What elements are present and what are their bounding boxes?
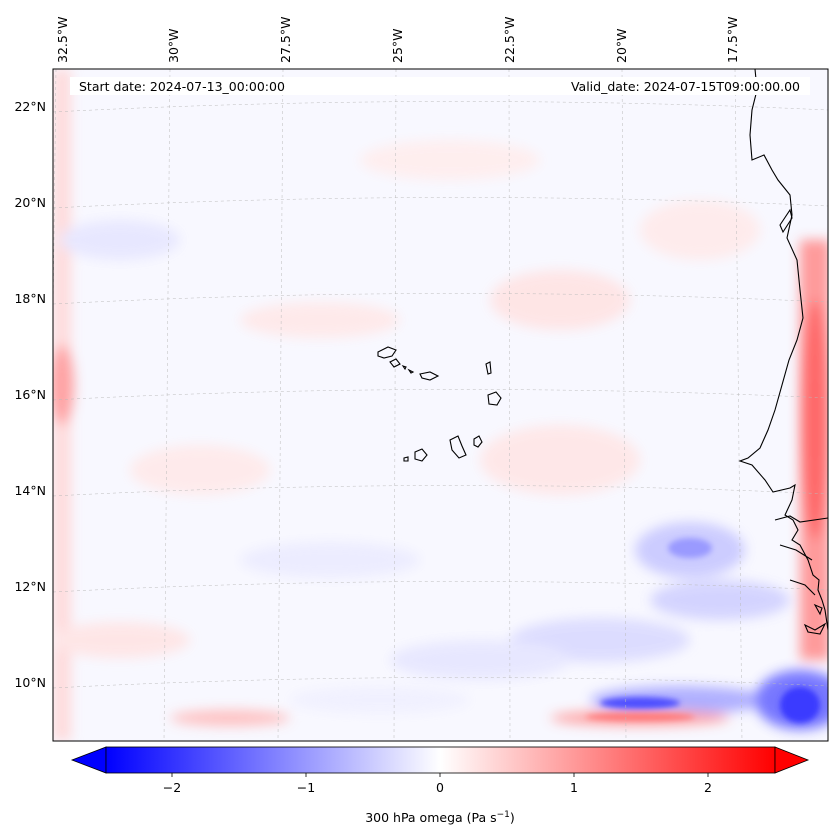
colorbar-tick-1: 1	[570, 780, 578, 795]
lat-tick-20n: 20°N	[14, 195, 46, 210]
lon-tick-labels: 32.5°W 30°W 27.5°W 25°W 22.5°W 20°W 17.5…	[55, 17, 740, 63]
date-banner	[70, 77, 810, 95]
colorbar-tick-2: 2	[704, 780, 712, 795]
lon-tick-25w: 25°W	[390, 28, 405, 63]
coastline	[738, 69, 828, 635]
colorbar-extend-min	[70, 746, 107, 774]
lon-tick-27-5w: 27.5°W	[278, 17, 293, 63]
lat-tick-22n: 22°N	[14, 99, 46, 114]
omega-field	[53, 69, 828, 741]
cape-verde-islands	[377, 346, 502, 462]
lon-tick-22-5w: 22.5°W	[502, 17, 517, 63]
valid-date-label: Valid_date: 2024-07-15T09:00:00.00	[571, 79, 800, 94]
lat-tick-labels: 22°N 20°N 18°N 16°N 14°N 12°N 10°N	[14, 99, 46, 690]
colorbar-label-close: )	[510, 810, 515, 825]
colorbar-extend-max	[774, 746, 810, 774]
lat-tick-12n: 12°N	[14, 579, 46, 594]
colorbar-tick-neg2: −2	[163, 780, 181, 795]
colorbar-gradient	[105, 746, 776, 774]
lat-tick-18n: 18°N	[14, 291, 46, 306]
map-panel: Start date: 2024-07-13_00:00:00 Valid_da…	[53, 69, 828, 741]
lon-tick-30w: 30°W	[166, 28, 181, 63]
colorbar-label-main: 300 hPa omega (Pa s	[365, 810, 496, 825]
colorbar-label-exp: −1	[497, 810, 510, 820]
colorbar-tick-neg1: −1	[297, 780, 315, 795]
colorbar-tick-0: 0	[436, 780, 444, 795]
map-frame	[52, 68, 829, 742]
lon-tick-32-5w: 32.5°W	[55, 17, 70, 63]
colorbar-ticks	[171, 773, 709, 777]
lat-tick-10n: 10°N	[14, 675, 46, 690]
lat-tick-14n: 14°N	[14, 483, 46, 498]
lat-tick-16n: 16°N	[14, 387, 46, 402]
start-date-label: Start date: 2024-07-13_00:00:00	[79, 79, 285, 94]
colorbar-label: 300 hPa omega (Pa s−1)	[365, 810, 515, 825]
lon-tick-17-5w: 17.5°W	[725, 17, 740, 63]
gridlines	[53, 69, 828, 741]
lon-tick-20w: 20°W	[614, 28, 629, 63]
colorbar: −2 −1 0 1 2 300 hPa omega (Pa s−1)	[70, 746, 810, 825]
